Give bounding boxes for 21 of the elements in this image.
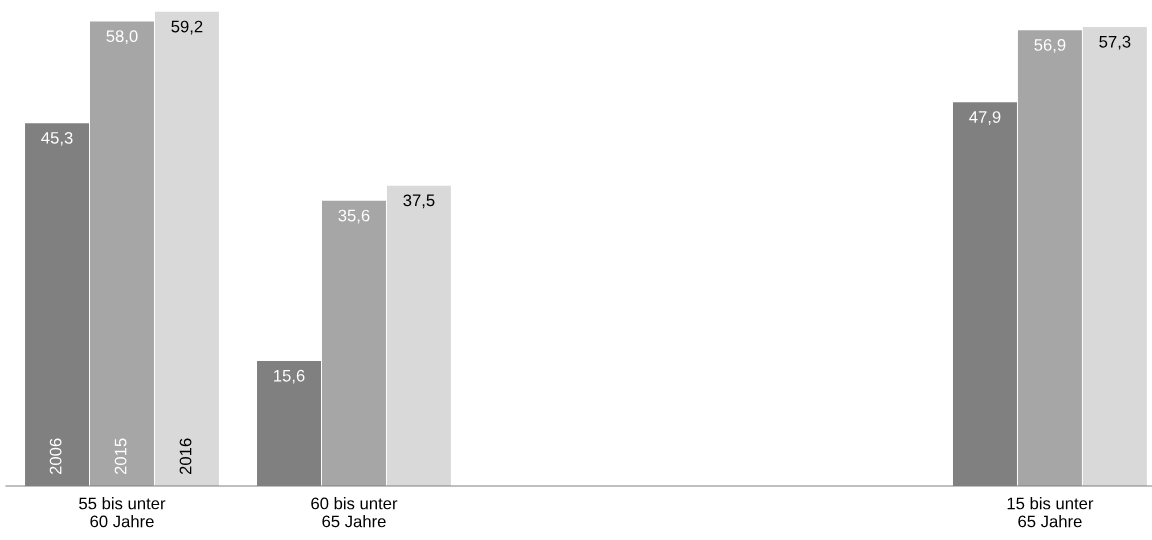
bar — [386, 185, 451, 486]
bar — [321, 200, 386, 486]
data-label: 37,5 — [403, 194, 435, 209]
data-label: 35,6 — [338, 209, 370, 224]
x-tick-label: 60 bis unter 65 Jahre — [311, 497, 398, 528]
data-label: 15,6 — [274, 369, 305, 384]
data-label: 45,3 — [41, 131, 73, 146]
series-label: 2016 — [179, 438, 192, 475]
data-label: 56,9 — [1034, 39, 1066, 53]
data-label: 57,3 — [1099, 35, 1131, 50]
x-tick-label: 55 bis unter 60 Jahre — [79, 497, 166, 528]
bar — [154, 11, 219, 486]
data-label: 59,2 — [171, 20, 203, 35]
bar — [1017, 30, 1082, 486]
bar — [1082, 27, 1147, 486]
data-label: 58,0 — [106, 30, 138, 45]
bar — [90, 21, 154, 486]
series-label: 2006 — [49, 438, 62, 475]
series-label: 2015 — [114, 438, 127, 475]
x-tick-label: 15 bis unter 65 Jahre — [1007, 497, 1094, 528]
data-label: 47,9 — [969, 111, 1001, 125]
